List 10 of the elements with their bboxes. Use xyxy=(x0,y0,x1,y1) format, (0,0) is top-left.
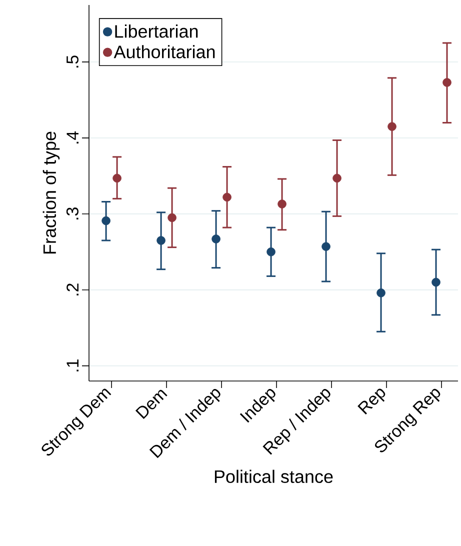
y-tick-label: .2 xyxy=(66,284,78,296)
y-axis-title: Fraction of type xyxy=(42,132,60,254)
legend-label: Authoritarian xyxy=(114,45,215,58)
x-tick-label: Rep xyxy=(358,388,386,414)
y-tick-label: .4 xyxy=(66,131,78,144)
x-axis-title: Political stance xyxy=(214,470,333,484)
y-tick-label: .5 xyxy=(66,56,78,68)
y-tick-label: .3 xyxy=(66,208,78,220)
legend-label: Libertarian xyxy=(115,24,198,38)
y-tick-label: .1 xyxy=(66,360,78,372)
